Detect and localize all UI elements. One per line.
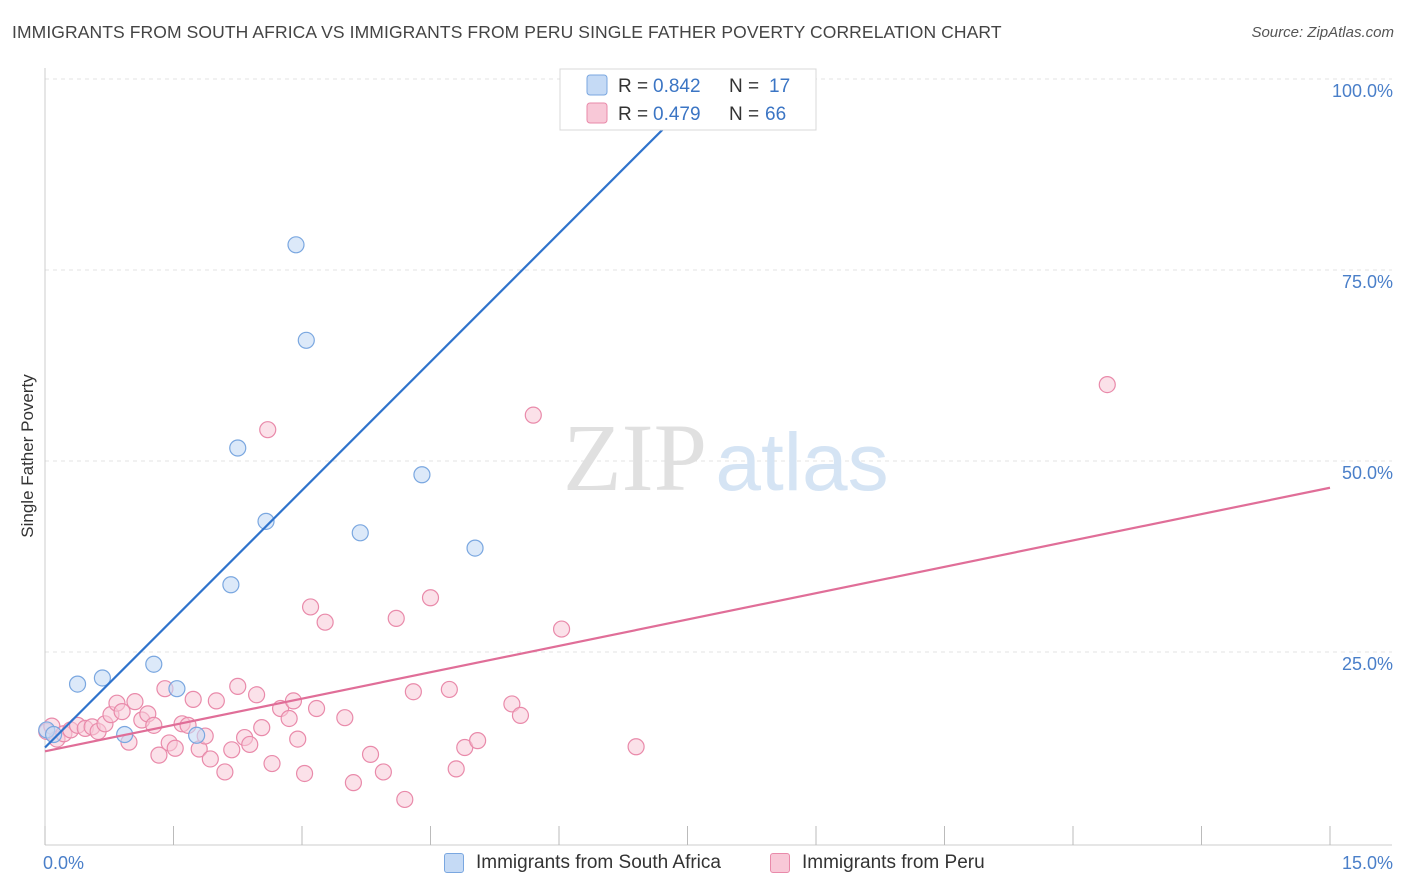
y-tick-label-50: 50.0% [1342, 463, 1393, 483]
south-africa-point-9 [229, 439, 247, 457]
south-africa-point-12 [297, 331, 315, 349]
bottom-legend-swatch-peru [770, 853, 790, 873]
y-tick-label-25: 25.0% [1342, 654, 1393, 674]
legend-swatch-south-africa [586, 74, 608, 96]
peru-point-31 [229, 677, 247, 695]
peru-point-53 [421, 589, 440, 607]
peru-point-49 [374, 763, 392, 781]
x-tick-label-max: 15.0% [1342, 853, 1393, 873]
chart-title: IMMIGRANTS FROM SOUTH AFRICA VS IMMIGRAN… [12, 22, 1002, 42]
series-south-africa-points [38, 78, 611, 744]
south-africa-point-7 [188, 726, 206, 744]
peru-point-21 [166, 739, 184, 757]
peru-point-18 [150, 746, 168, 764]
peru-point-36 [259, 421, 277, 439]
legend-n-label-sa: N = [729, 76, 759, 97]
south-africa-point-1 [44, 725, 63, 744]
peru-point-58 [503, 695, 521, 713]
peru-point-51 [396, 790, 414, 809]
peru-point-57 [469, 732, 487, 750]
peru-point-60 [524, 406, 542, 424]
peru-point-12 [113, 702, 131, 721]
peru-point-55 [447, 760, 465, 778]
watermark-atlas: atlas [715, 417, 888, 508]
legend-n-value-peru: 66 [765, 104, 786, 125]
peru-point-52 [404, 683, 422, 701]
peru-point-24 [184, 690, 202, 708]
peru-point-54 [440, 680, 458, 699]
peru-point-44 [307, 699, 326, 718]
peru-point-39 [280, 709, 298, 728]
peru-point-37 [263, 754, 281, 773]
legend-n-value-sa: 17 [769, 76, 790, 97]
legend-r-value-sa: 0.842 [653, 76, 701, 97]
peru-point-29 [216, 763, 234, 781]
peru-point-45 [316, 613, 334, 631]
peru-point-33 [241, 735, 259, 754]
peru-point-47 [344, 774, 362, 792]
watermark-zip: ZIP [563, 404, 707, 511]
peru-point-14 [126, 693, 144, 711]
peru-point-46 [336, 709, 354, 727]
bottom-legend-label-south-africa: Immigrants from South Africa [476, 852, 721, 873]
legend-r-label-sa: R = [618, 76, 648, 97]
legend-box: R = 0.842 N = 17 R = 0.479 N = 66 [559, 68, 817, 131]
south-africa-point-6 [168, 680, 186, 698]
peru-point-62 [627, 738, 645, 756]
y-tick-label-75: 75.0% [1342, 272, 1393, 292]
peru-point-59 [511, 706, 530, 725]
legend-swatch-peru [586, 102, 608, 124]
peru-point-42 [295, 764, 314, 783]
bottom-legend-swatch-south-africa [444, 853, 464, 873]
axes [44, 68, 1392, 846]
bottom-legend-peru[interactable]: Immigrants from Peru [770, 852, 985, 874]
peru-point-63 [1098, 376, 1116, 394]
south-africa-point-5 [145, 655, 163, 673]
peru-point-30 [223, 741, 241, 759]
legend-r-value-peru: 0.479 [653, 104, 701, 125]
peru-point-48 [361, 745, 380, 763]
trendline-south-africa [44, 78, 714, 749]
trendline-peru [44, 486, 1331, 753]
south-africa-point-13 [351, 524, 369, 542]
peru-point-61 [552, 620, 571, 638]
peru-point-34 [247, 686, 266, 704]
south-africa-point-15 [466, 539, 484, 557]
source-label: Source: ZipAtlas.com [1251, 24, 1394, 41]
peru-point-43 [301, 598, 320, 616]
bottom-legend-south-africa[interactable]: Immigrants from South Africa [444, 852, 721, 874]
bottom-legend-label-peru: Immigrants from Peru [802, 852, 985, 873]
peru-point-41 [289, 730, 307, 748]
south-africa-point-10 [257, 512, 275, 530]
y-tick-label-100: 100.0% [1332, 81, 1393, 101]
trendlines [44, 78, 1331, 753]
south-africa-point-8 [222, 576, 240, 594]
watermark: ZIP atlas [563, 404, 889, 511]
peru-point-28 [207, 692, 225, 710]
bottom-legend: Immigrants from South Africa Immigrants … [0, 852, 1406, 878]
x-tick-label-min: 0.0% [43, 853, 84, 873]
tick-labels: 25.0% 50.0% 75.0% 100.0% 0.0% 15.0% [43, 81, 1393, 873]
legend-r-label-peru: R = [618, 104, 648, 125]
south-africa-point-3 [93, 669, 111, 687]
south-africa-point-2 [68, 675, 87, 693]
peru-point-50 [387, 609, 405, 627]
south-africa-point-11 [287, 236, 305, 254]
peru-point-27 [201, 750, 219, 768]
grid-lines [45, 78, 1392, 653]
peru-point-35 [253, 719, 271, 737]
south-africa-point-14 [413, 466, 431, 484]
legend-n-label-peru: N = [729, 104, 759, 125]
